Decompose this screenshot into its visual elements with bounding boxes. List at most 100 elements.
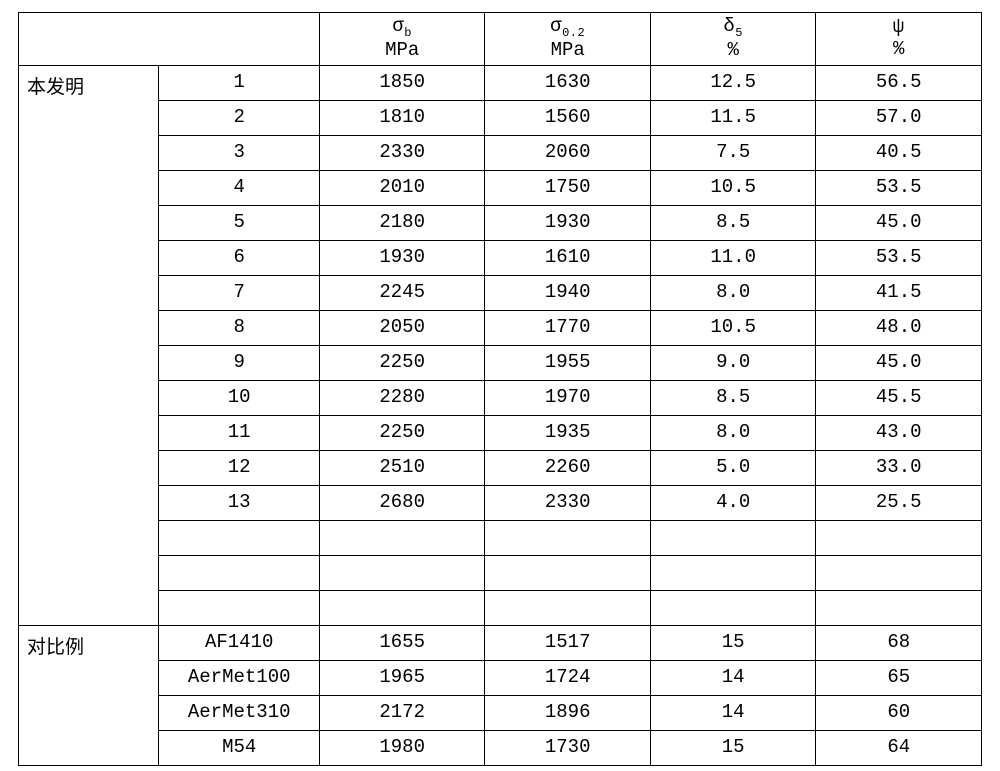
- cell-value: 8.0: [650, 276, 816, 311]
- cell-value: 15: [650, 731, 816, 766]
- cell-value: 1655: [319, 626, 485, 661]
- cell-value: 40.5: [816, 136, 982, 171]
- cell-value: [485, 521, 651, 556]
- cell-value: 25.5: [816, 486, 982, 521]
- row-id: 2: [159, 101, 320, 136]
- cell-value: 11.0: [650, 241, 816, 276]
- table-row: 61930161011.053.5: [19, 241, 982, 276]
- cell-value: 45.5: [816, 381, 982, 416]
- cell-value: 41.5: [816, 276, 982, 311]
- cell-value: 8.0: [650, 416, 816, 451]
- cell-value: [319, 521, 485, 556]
- cell-value: 11.5: [650, 101, 816, 136]
- cell-value: 4.0: [650, 486, 816, 521]
- cell-value: 1517: [485, 626, 651, 661]
- col1-unit: MPa: [385, 39, 419, 61]
- cell-value: 45.0: [816, 206, 982, 241]
- cell-value: 45.0: [816, 346, 982, 381]
- cell-value: 1930: [485, 206, 651, 241]
- row-id: M54: [159, 731, 320, 766]
- cell-value: 12.5: [650, 66, 816, 101]
- col3-symbol: δ: [723, 15, 735, 37]
- cell-value: 53.5: [816, 171, 982, 206]
- table-row: 10228019708.545.5: [19, 381, 982, 416]
- col-header-delta-5: δ5 %: [650, 13, 816, 66]
- col2-unit: MPa: [551, 39, 585, 61]
- cell-value: 1750: [485, 171, 651, 206]
- cell-value: 1896: [485, 696, 651, 731]
- col-header-psi: ψ %: [816, 13, 982, 66]
- cell-value: 10.5: [650, 311, 816, 346]
- table-row: 5218019308.545.0: [19, 206, 982, 241]
- table-body: 本发明11850163012.556.521810156011.557.0323…: [19, 66, 982, 766]
- cell-value: [650, 591, 816, 626]
- cell-value: 68: [816, 626, 982, 661]
- group-label: 本发明: [19, 66, 159, 626]
- table-row: 42010175010.553.5: [19, 171, 982, 206]
- table-row: 13268023304.025.5: [19, 486, 982, 521]
- cell-value: 2260: [485, 451, 651, 486]
- cell-value: 48.0: [816, 311, 982, 346]
- cell-value: 2680: [319, 486, 485, 521]
- cell-value: 1810: [319, 101, 485, 136]
- properties-table: σb MPa σ0.2 MPa δ5 % ψ % 本发明11850163012.…: [18, 12, 982, 766]
- cell-value: 1770: [485, 311, 651, 346]
- table-row: 11225019358.043.0: [19, 416, 982, 451]
- cell-value: 9.0: [650, 346, 816, 381]
- row-id: 8: [159, 311, 320, 346]
- cell-value: 53.5: [816, 241, 982, 276]
- cell-value: 1940: [485, 276, 651, 311]
- cell-value: 5.0: [650, 451, 816, 486]
- table-row: 7224519408.041.5: [19, 276, 982, 311]
- cell-value: 2280: [319, 381, 485, 416]
- cell-value: 1955: [485, 346, 651, 381]
- table-row: 12251022605.033.0: [19, 451, 982, 486]
- row-id: 4: [159, 171, 320, 206]
- cell-value: 1930: [319, 241, 485, 276]
- row-id: 9: [159, 346, 320, 381]
- cell-value: [319, 591, 485, 626]
- table-header: σb MPa σ0.2 MPa δ5 % ψ %: [19, 13, 982, 66]
- col2-symbol: σ: [550, 15, 562, 37]
- cell-value: 60: [816, 696, 982, 731]
- cell-value: 2510: [319, 451, 485, 486]
- cell-value: 2330: [485, 486, 651, 521]
- cell-value: 56.5: [816, 66, 982, 101]
- cell-value: 14: [650, 696, 816, 731]
- col1-symbol: σ: [392, 15, 404, 37]
- cell-value: 33.0: [816, 451, 982, 486]
- cell-value: 64: [816, 731, 982, 766]
- cell-value: [485, 591, 651, 626]
- cell-value: 15: [650, 626, 816, 661]
- row-id: [159, 556, 320, 591]
- cell-value: 1610: [485, 241, 651, 276]
- table-row: [19, 556, 982, 591]
- cell-value: [816, 556, 982, 591]
- table-row: AerMet100196517241465: [19, 661, 982, 696]
- cell-value: 7.5: [650, 136, 816, 171]
- row-id: [159, 591, 320, 626]
- cell-value: 1730: [485, 731, 651, 766]
- table-row: 对比例AF1410165515171568: [19, 626, 982, 661]
- cell-value: 2010: [319, 171, 485, 206]
- cell-value: 1980: [319, 731, 485, 766]
- cell-value: 1965: [319, 661, 485, 696]
- table-row: 82050177010.548.0: [19, 311, 982, 346]
- cell-value: 2180: [319, 206, 485, 241]
- cell-value: 1630: [485, 66, 651, 101]
- row-id: 11: [159, 416, 320, 451]
- row-id: [159, 521, 320, 556]
- col4-unit: %: [893, 38, 904, 60]
- cell-value: [816, 591, 982, 626]
- cell-value: 1970: [485, 381, 651, 416]
- col4-symbol: ψ: [893, 16, 905, 38]
- cell-value: 65: [816, 661, 982, 696]
- cell-value: 2250: [319, 346, 485, 381]
- cell-value: 14: [650, 661, 816, 696]
- col-header-sigma-b: σb MPa: [319, 13, 485, 66]
- row-id: 13: [159, 486, 320, 521]
- row-id: 6: [159, 241, 320, 276]
- table-row: M54198017301564: [19, 731, 982, 766]
- table-row: 21810156011.557.0: [19, 101, 982, 136]
- row-id: AerMet310: [159, 696, 320, 731]
